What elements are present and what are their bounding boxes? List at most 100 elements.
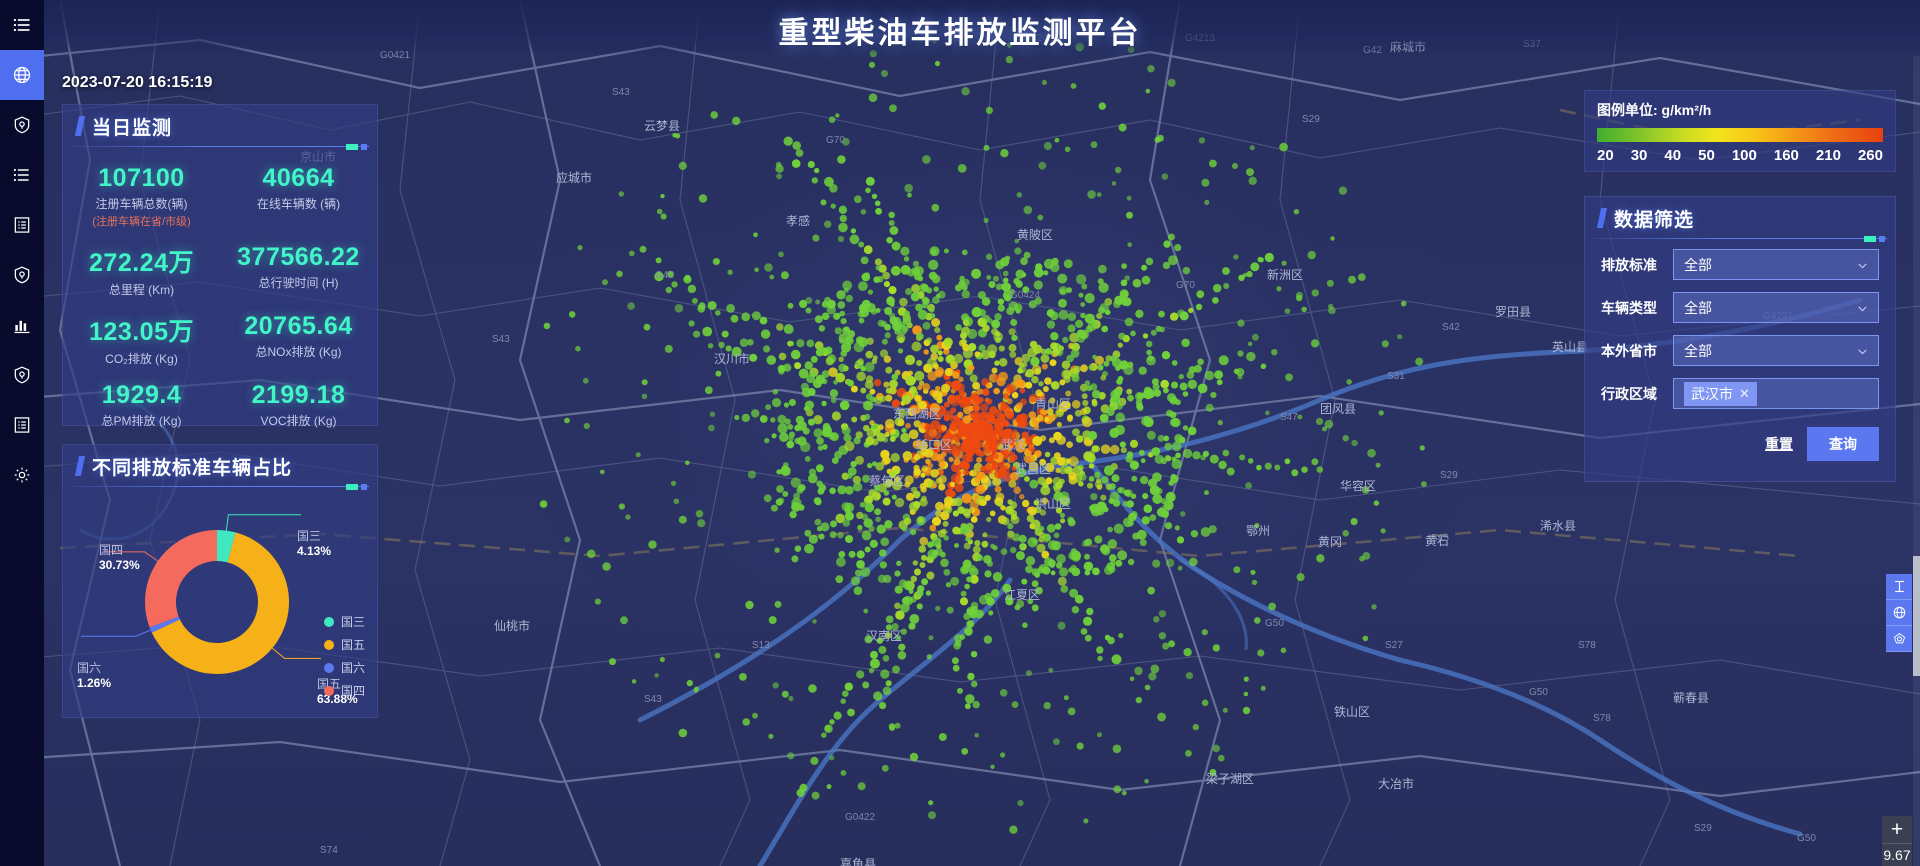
header-dots [346, 484, 367, 490]
slice-category: 国四 [99, 543, 124, 557]
map-road-label: S27 [1385, 640, 1403, 651]
data-filter-panel: 数据筛选 排放标准 全部 车辆类型 全部 本外省市 全部 行政区域 武汉市 ✕ 重置 查询 [1584, 196, 1896, 482]
ratio-panel-title: 不同排放标准车辆占比 [92, 457, 293, 479]
globe-tool-button[interactable] [1886, 600, 1912, 626]
stat-label: 总里程 (Km) [108, 283, 175, 297]
sidebar-item-shield-3[interactable] [0, 350, 44, 400]
filter-label: 车辆类型 [1601, 299, 1657, 316]
stat-label: 总PM排放 (Kg) [101, 414, 182, 428]
legend-tick: 100 [1731, 147, 1757, 164]
map-road-label: S29 [1302, 114, 1320, 125]
map-place-label: 应城市 [556, 171, 593, 185]
map-place-label: 武昌区 [1015, 462, 1052, 476]
sidebar-item-shield-2[interactable] [0, 250, 44, 300]
stat-value: 40664 [262, 164, 335, 192]
chevron-down-icon [1856, 345, 1869, 363]
shield-icon [14, 266, 30, 284]
filter-select-1[interactable]: 全部 [1673, 292, 1879, 323]
reset-button[interactable]: 重置 [1765, 436, 1793, 452]
scrollbar-thumb[interactable] [1913, 556, 1920, 676]
query-button[interactable]: 查询 [1807, 427, 1879, 461]
chevron-down-icon [1856, 259, 1869, 277]
legend-label: 国四 [340, 684, 365, 698]
stat-item: 20765.64 总NOx排放 (Kg) [220, 307, 377, 376]
map-road-label: G50 [1265, 618, 1284, 629]
legend-label: 国三 [340, 615, 365, 629]
legend-item[interactable]: 国六 [323, 659, 365, 676]
sidebar-item-shield-1[interactable] [0, 100, 44, 150]
filter-row: 排放标准 全部 [1601, 249, 1879, 280]
legend-item[interactable]: 国五 [323, 636, 365, 653]
stat-item: 123.05万 CO₂排放 (Kg) [63, 307, 220, 376]
map-road-label: S47 [1280, 412, 1298, 423]
measure-tool-button[interactable] [1886, 574, 1912, 600]
donut-slice[interactable] [151, 532, 289, 674]
remove-tag-icon[interactable]: ✕ [1739, 385, 1750, 401]
map-road-label: S43 [644, 694, 662, 705]
zoom-in-button[interactable]: + [1882, 816, 1912, 844]
stat-item: 1929.4 总PM排放 (Kg) [63, 376, 220, 438]
sidebar-item-chart[interactable] [0, 300, 44, 350]
filter-value: 全部 [1684, 342, 1712, 359]
map-place-label: 大冶市 [1378, 777, 1415, 791]
legend-item[interactable]: 国四 [323, 682, 365, 699]
filter-label: 本外省市 [1601, 342, 1657, 359]
document-icon [14, 417, 30, 433]
legend-color-dot [323, 639, 334, 650]
map-place-label: 黄冈 [1318, 535, 1343, 549]
map-road-label: S78 [1593, 713, 1611, 724]
map-place-label: 鄂州 [1246, 524, 1271, 538]
stat-value: 2199.18 [251, 381, 346, 409]
stat-note: (注册车辆在省/市级) [92, 216, 191, 228]
filter-actions: 重置 查询 [1585, 421, 1895, 461]
filter-select-2[interactable]: 全部 [1673, 335, 1879, 366]
stat-item: 40664 在线车辆数 (辆) [220, 159, 377, 238]
donut-slice[interactable] [145, 530, 217, 628]
map-road-label: S31 [1387, 371, 1405, 382]
stat-label: 总NOx排放 (Kg) [255, 345, 342, 359]
map-road-label: G50 [1797, 833, 1816, 844]
legend-tick: 40 [1664, 147, 1682, 164]
selected-region-tag[interactable]: 武汉市 ✕ [1684, 381, 1757, 406]
slice-category: 国五 [317, 677, 342, 691]
map-road-label: S74 [320, 845, 338, 856]
globe-icon [1893, 606, 1905, 619]
filter-panel-header: 数据筛选 [1585, 197, 1895, 242]
ratio-panel-header: 不同排放标准车辆占比 [63, 445, 377, 490]
timestamp: 2023-07-20 16:15:19 [62, 74, 213, 91]
document-icon [14, 217, 30, 233]
filter-select-3[interactable]: 武汉市 ✕ [1673, 378, 1879, 409]
layers-tool-button[interactable] [1886, 626, 1912, 652]
map-road-label: G45 [1430, 533, 1449, 544]
legend-item[interactable]: 国三 [323, 613, 365, 630]
emission-ratio-panel: 不同排放标准车辆占比 国三 4.13% 国五 63.88% 国六 1.26% 国四 30.73… [62, 444, 378, 718]
legend-color-dot [323, 616, 334, 627]
slice-percent: 4.13% [297, 544, 332, 558]
accent-bar-icon [74, 456, 86, 476]
sidebar-item-list[interactable] [0, 150, 44, 200]
page-scrollbar[interactable] [1913, 56, 1920, 866]
donut-legend[interactable]: 国三国五国六国四 [323, 613, 365, 705]
map-road-label: G42 [655, 270, 674, 281]
filter-value: 全部 [1684, 299, 1712, 316]
legend-color-dot [323, 662, 334, 673]
sidebar-item-document-1[interactable] [0, 200, 44, 250]
slice-category: 国三 [297, 529, 322, 543]
map-place-label: 英山县 [1552, 340, 1589, 354]
sidebar-item-menu[interactable] [0, 0, 44, 50]
map-road-label: G0422 [845, 812, 876, 823]
chevron-down-icon [1856, 302, 1869, 320]
map-place-label: 硚口区 [916, 438, 953, 452]
map-place-label: 汉南区 [866, 629, 903, 643]
filter-select-0[interactable]: 全部 [1673, 249, 1879, 280]
map-road-label: G70 [1176, 280, 1195, 291]
zoom-control: + 9.67 [1882, 816, 1912, 866]
donut-slice[interactable] [217, 530, 236, 563]
map-place-label: 浠水县 [1540, 519, 1577, 533]
sidebar-item-globe[interactable] [0, 50, 44, 100]
sidebar-item-settings[interactable] [0, 450, 44, 500]
donut-slice[interactable] [149, 616, 180, 633]
sidebar-item-document-2[interactable] [0, 400, 44, 450]
donut-chart[interactable]: 国三 4.13% 国五 63.88% 国六 1.26% 国四 30.73% 国三 国五 国六 国四 [63, 487, 379, 715]
